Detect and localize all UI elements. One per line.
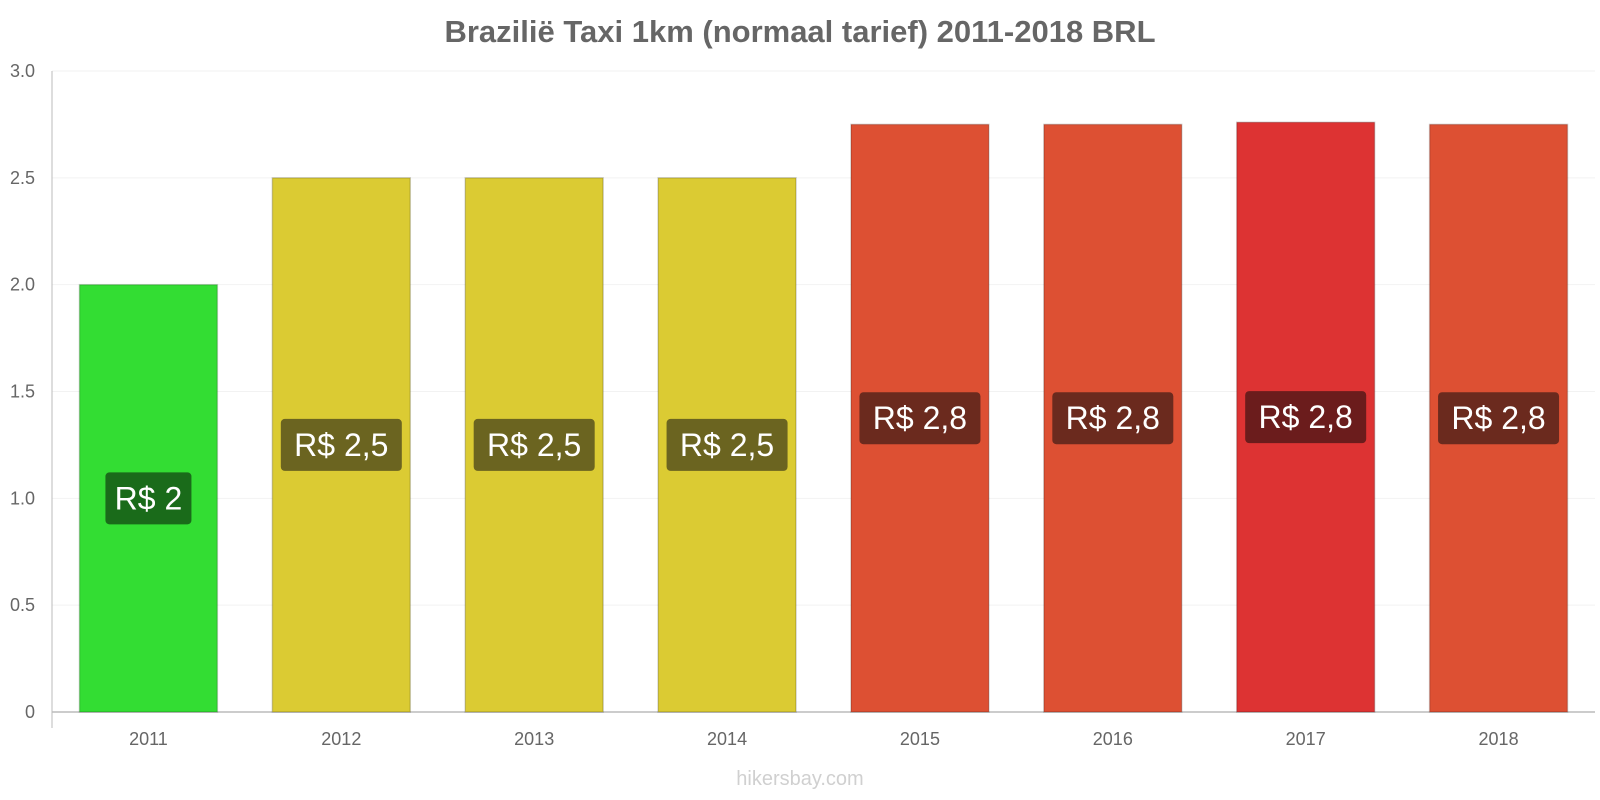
data-label: R$ 2,8 — [1451, 400, 1545, 436]
data-labels: R$ 2 R$ 2,5 R$ 2,5 R$ 2,5 R$ 2,8 R$ 2,8 R$ 2,8… — [105, 391, 1560, 525]
y-tick-labels: 0 0.5 1.0 1.5 2.0 2.5 3.0 — [10, 61, 35, 722]
data-label-bg — [473, 418, 595, 471]
data-label: R$ 2 — [115, 480, 183, 516]
data-label: R$ 2,8 — [873, 400, 967, 436]
data-label-bg — [1052, 392, 1174, 445]
data-label-bg — [1245, 391, 1367, 444]
y-tick-label: 3.0 — [10, 61, 35, 81]
y-tick-label: 2.5 — [10, 168, 35, 188]
watermark: hikersbay.com — [736, 768, 864, 790]
data-label-bg — [105, 472, 192, 525]
data-label-bg — [280, 418, 402, 471]
data-label-bg — [859, 392, 981, 445]
x-tick-labels: 2011 2012 2013 2014 2015 2016 2017 2018 — [129, 729, 1519, 749]
x-tick-label: 2017 — [1286, 729, 1326, 749]
y-tick-label: 0.5 — [10, 595, 35, 615]
x-tick-label: 2016 — [1093, 729, 1133, 749]
y-tick-label: 2.0 — [10, 275, 35, 295]
x-tick-label: 2012 — [321, 729, 361, 749]
data-label-bg — [666, 418, 788, 471]
data-label: R$ 2,5 — [487, 427, 581, 463]
data-label-bg — [1438, 392, 1560, 445]
y-tick-label: 1.5 — [10, 382, 35, 402]
data-label: R$ 2,8 — [1066, 400, 1160, 436]
x-tick-label: 2011 — [129, 729, 168, 749]
data-label: R$ 2,5 — [294, 427, 388, 463]
x-tick-label: 2015 — [900, 729, 940, 749]
y-tick-label: 1.0 — [10, 488, 35, 508]
y-tick-label: 0 — [25, 702, 35, 722]
x-tick-label: 2018 — [1479, 729, 1519, 749]
x-tick-label: 2014 — [707, 729, 747, 749]
data-label: R$ 2,8 — [1259, 399, 1353, 435]
data-label: R$ 2,5 — [680, 427, 774, 463]
chart-title: Brazilië Taxi 1km (normaal tarief) 2011-… — [444, 14, 1156, 49]
x-tick-label: 2013 — [514, 729, 554, 749]
